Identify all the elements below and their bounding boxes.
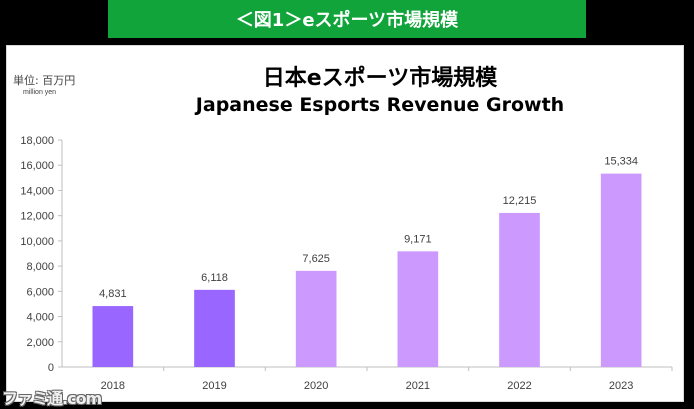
y-tick-label: 4,000	[26, 312, 54, 324]
y-tick-label: 18,000	[20, 135, 54, 147]
data-label: 4,831	[99, 288, 127, 300]
unit-sub-label: million yen	[23, 89, 57, 96]
watermark-logo: ファミ通.com	[2, 389, 102, 408]
data-label: 7,625	[302, 253, 330, 265]
x-tick-label: 2021	[406, 380, 430, 392]
y-tick-label: 6,000	[26, 286, 54, 298]
bar	[194, 289, 235, 367]
x-tick-label: 2020	[304, 380, 328, 392]
bar	[295, 270, 337, 367]
y-tick-label: 0	[48, 362, 54, 374]
chart-title: 日本eスポーツ市場規模	[262, 66, 498, 91]
x-tick-label: 2019	[202, 380, 226, 392]
y-tick-label: 8,000	[26, 261, 54, 273]
x-tick-label: 2018	[101, 380, 125, 392]
data-label: 12,215	[503, 195, 537, 207]
y-tick-label: 16,000	[20, 160, 54, 172]
x-tick-label: 2022	[507, 380, 531, 392]
data-label: 6,118	[201, 272, 228, 284]
bar	[92, 306, 134, 367]
chart-subtitle: Japanese Esports Revenue Growth	[195, 94, 565, 116]
bar	[600, 173, 642, 367]
x-tick-label: 2023	[609, 380, 633, 392]
y-tick-label: 10,000	[20, 236, 54, 248]
y-tick-label: 12,000	[20, 211, 54, 223]
bar	[499, 212, 540, 367]
y-tick-label: 2,000	[26, 337, 54, 349]
data-label: 9,171	[404, 233, 432, 245]
bar	[397, 251, 439, 367]
unit-label: 単位: 百万円	[13, 74, 76, 87]
figure-banner: ＜図1＞eスポーツ市場規模	[108, 0, 586, 38]
y-tick-label: 14,000	[20, 185, 54, 197]
data-label: 15,334	[604, 156, 638, 168]
